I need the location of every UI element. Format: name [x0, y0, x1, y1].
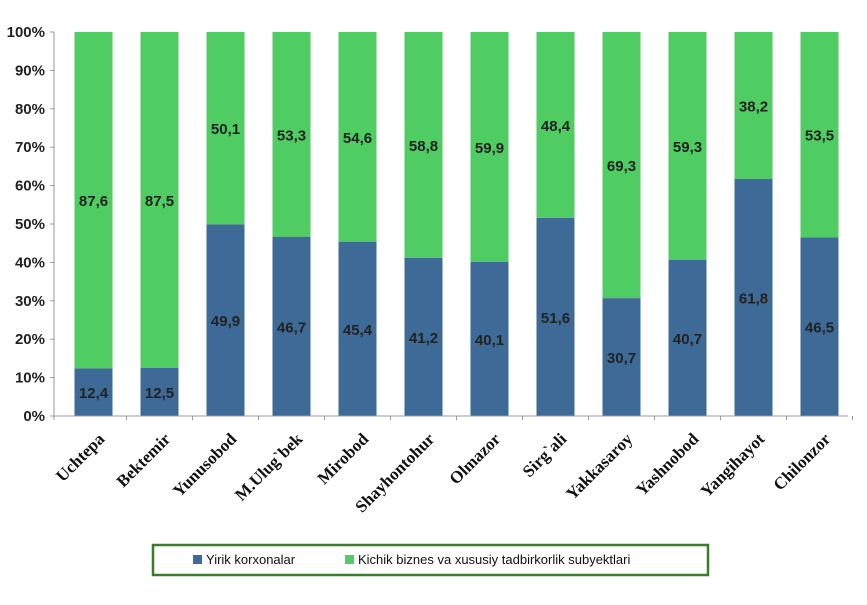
bar-segment-kichik	[338, 32, 377, 242]
bar-segment-yirik	[602, 298, 641, 416]
data-label: 49,9	[211, 313, 240, 330]
legend-swatch-yirik	[193, 555, 202, 564]
bar-segment-yirik	[404, 257, 443, 416]
data-label: 53,3	[277, 127, 306, 144]
bar-segment-yirik	[206, 224, 245, 416]
data-label: 46,5	[805, 320, 834, 337]
legend-label-kichik: Kichik biznes va xususiy tadbirkorlik su…	[358, 552, 630, 567]
data-label: 48,4	[541, 118, 571, 135]
data-label: 87,5	[145, 193, 174, 210]
x-tick-label: Yakkasaroy	[562, 429, 636, 503]
bar-segment-kichik	[404, 32, 443, 258]
data-label: 50,1	[211, 121, 240, 138]
bar-segment-yirik	[470, 262, 509, 416]
data-label: 58,8	[409, 138, 438, 155]
bar-segment-kichik	[470, 32, 509, 263]
y-tick-label: 10%	[15, 370, 45, 387]
x-tick-label: Uchtepa	[52, 429, 109, 486]
y-tick-label: 0%	[23, 408, 45, 425]
bars-layer	[74, 32, 839, 416]
y-tick-label: 60%	[15, 178, 45, 195]
legend-label-yirik: Yirik korxonalar	[206, 552, 296, 567]
x-tick-label: Yangihayot	[697, 429, 769, 501]
legend-swatch-kichik	[345, 555, 354, 564]
y-tick-label: 30%	[15, 293, 45, 310]
bar-segment-yirik	[338, 241, 377, 416]
bar-segment-kichik	[272, 32, 311, 237]
bar-segment-yirik	[74, 368, 113, 416]
data-labels-layer: 12,4 87,6 12,5 87,5 49,9 50,1 46,7 53,3 45,4 54,6…	[79, 98, 834, 402]
x-tick-label: M.Ulug`bek	[231, 429, 307, 505]
data-label: 53,5	[805, 128, 834, 145]
data-label: 38,2	[739, 98, 768, 115]
y-tick-label: 50%	[15, 216, 45, 233]
x-tick-label: Chilonzor	[769, 429, 834, 494]
data-label: 46,7	[277, 319, 306, 336]
x-tick-label: Sirg`ali	[519, 429, 571, 481]
data-label: 59,3	[673, 139, 702, 156]
y-tick-label: 70%	[15, 139, 45, 156]
bar-segment-kichik	[734, 32, 773, 179]
bar-segment-yirik	[800, 237, 839, 416]
data-label: 61,8	[739, 290, 768, 307]
bar-segment-kichik	[602, 32, 641, 299]
x-tick-label: Bektemir	[113, 429, 175, 491]
legend-box	[151, 543, 710, 577]
y-tick-label: 80%	[15, 101, 45, 118]
y-tick-label: 90%	[15, 62, 45, 79]
x-tick-label: Olmazor	[445, 429, 504, 488]
bar-segment-kichik	[74, 32, 113, 369]
x-tick-label: Mirobod	[314, 429, 373, 488]
x-tick-label: Yunusobod	[169, 429, 241, 501]
bar-segment-kichik	[536, 32, 575, 218]
data-label: 51,6	[541, 310, 570, 327]
bar-segment-yirik	[668, 259, 707, 416]
x-tick-label: Yashnobod	[632, 429, 703, 500]
bar-segment-yirik	[272, 236, 311, 416]
y-tick-label: 100%	[7, 24, 45, 41]
bar-segment-kichik	[668, 32, 707, 260]
data-label: 12,5	[145, 385, 174, 402]
data-label: 41,2	[409, 330, 438, 347]
bar-segment-kichik	[800, 32, 839, 238]
data-label: 59,9	[475, 140, 504, 157]
bar-segment-kichik	[206, 32, 245, 225]
y-axis: 0% 10% 20% 30% 40% 50% 60% 70% 80% 90% 100%	[7, 24, 55, 425]
data-label: 12,4	[79, 385, 109, 402]
data-label: 69,3	[607, 158, 636, 175]
y-tick-label: 20%	[15, 331, 45, 348]
legend: Yirik korxonalar Kichik biznes va xususi…	[151, 543, 710, 577]
bar-segment-yirik	[536, 217, 575, 416]
bar-segment-kichik	[140, 32, 179, 368]
data-label: 87,6	[79, 193, 108, 210]
data-label: 30,7	[607, 350, 636, 367]
data-label: 40,7	[673, 331, 702, 348]
bar-segment-yirik	[140, 368, 179, 416]
bar-segment-yirik	[734, 178, 773, 416]
data-label: 40,1	[475, 332, 504, 349]
data-label: 45,4	[343, 322, 373, 339]
y-tick-label: 40%	[15, 254, 45, 271]
data-label: 54,6	[343, 130, 372, 147]
